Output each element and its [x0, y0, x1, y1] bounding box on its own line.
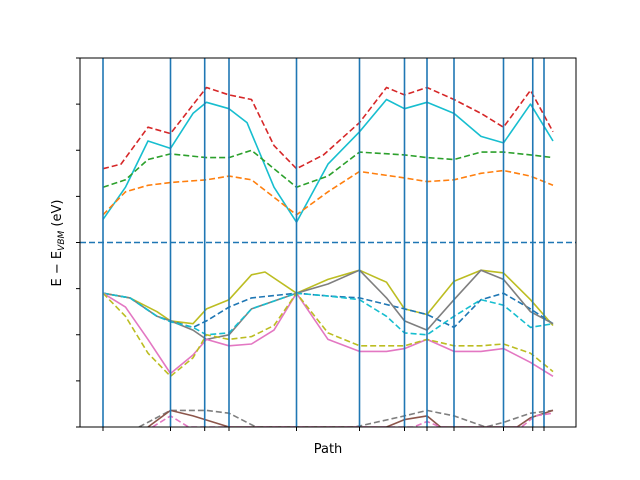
band-line-5 [102, 269, 554, 327]
band-line-1 [102, 86, 554, 170]
band-line-9 [102, 292, 554, 377]
band-line-2 [102, 98, 554, 223]
band-line-4 [102, 169, 554, 216]
y-axis-label-main: E − E [50, 251, 65, 287]
y-axis-label: E − EVBM (eV) [50, 200, 67, 287]
x-ticks [102, 427, 545, 431]
y-axis-label-unit: (eV) [50, 200, 65, 231]
x-axis-label: Path [314, 442, 343, 457]
y-axis-label-subscript: VBM [57, 231, 67, 251]
band-line-10 [102, 292, 554, 378]
y-ticks [76, 57, 80, 428]
